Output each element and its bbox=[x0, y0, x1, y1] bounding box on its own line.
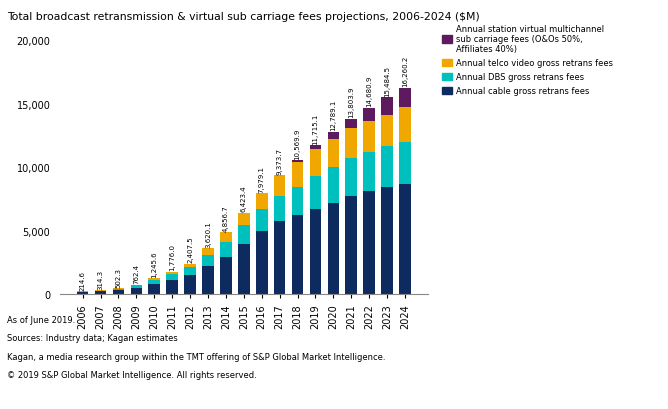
Bar bbox=[95, 291, 106, 292]
Bar bbox=[381, 188, 393, 294]
Text: 11,715.1: 11,715.1 bbox=[313, 113, 319, 145]
Bar bbox=[148, 279, 160, 280]
Bar bbox=[399, 142, 411, 184]
Text: As of June 2019.: As of June 2019. bbox=[7, 315, 75, 324]
Bar bbox=[310, 146, 321, 150]
Text: 6,423.4: 6,423.4 bbox=[241, 185, 246, 212]
Text: 2,407.5: 2,407.5 bbox=[187, 236, 193, 263]
Bar bbox=[113, 290, 124, 294]
Text: 12,789.1: 12,789.1 bbox=[331, 100, 337, 131]
Bar bbox=[310, 209, 321, 294]
Bar bbox=[148, 284, 160, 294]
Bar bbox=[220, 257, 232, 294]
Bar bbox=[256, 231, 268, 294]
Text: Total broadcast retransmission & virtual sub carriage fees projections, 2006-202: Total broadcast retransmission & virtual… bbox=[7, 12, 480, 22]
Bar bbox=[220, 243, 232, 257]
Bar bbox=[95, 292, 106, 294]
Bar bbox=[345, 129, 357, 158]
Text: 502.3: 502.3 bbox=[116, 267, 122, 287]
Text: 3,620.1: 3,620.1 bbox=[205, 220, 211, 247]
Bar bbox=[327, 140, 339, 168]
Bar bbox=[310, 150, 321, 176]
Bar bbox=[363, 108, 375, 122]
Bar bbox=[363, 191, 375, 294]
Text: 1,776.0: 1,776.0 bbox=[169, 244, 175, 271]
Text: Kagan, a media research group within the TMT offering of S&P Global Market Intel: Kagan, a media research group within the… bbox=[7, 352, 385, 361]
Bar bbox=[345, 196, 357, 294]
Bar bbox=[292, 216, 303, 294]
Text: 314.3: 314.3 bbox=[98, 269, 104, 289]
Bar bbox=[77, 292, 88, 294]
Bar bbox=[184, 264, 196, 267]
Text: 9,373.7: 9,373.7 bbox=[277, 147, 283, 174]
Bar bbox=[381, 147, 393, 188]
Text: 1,245.6: 1,245.6 bbox=[151, 251, 157, 277]
Bar bbox=[292, 187, 303, 216]
Bar bbox=[292, 163, 303, 187]
Bar bbox=[130, 288, 142, 294]
Bar bbox=[166, 274, 178, 281]
Bar bbox=[184, 267, 196, 275]
Bar bbox=[274, 222, 285, 294]
Bar bbox=[184, 275, 196, 294]
Bar bbox=[202, 249, 214, 255]
Bar bbox=[166, 272, 178, 274]
Bar bbox=[113, 288, 124, 289]
Bar bbox=[256, 209, 268, 231]
Bar bbox=[113, 289, 124, 290]
Bar bbox=[238, 213, 250, 226]
Text: 14,680.9: 14,680.9 bbox=[366, 76, 372, 107]
Bar bbox=[327, 168, 339, 203]
Bar bbox=[220, 233, 232, 243]
Bar bbox=[399, 88, 411, 108]
Bar bbox=[381, 98, 393, 115]
Text: 214.6: 214.6 bbox=[79, 270, 86, 290]
Bar bbox=[238, 226, 250, 245]
Bar bbox=[274, 175, 285, 196]
Bar bbox=[202, 266, 214, 294]
Text: 16,260.2: 16,260.2 bbox=[402, 56, 408, 87]
Bar bbox=[256, 193, 268, 209]
Text: Sources: Industry data; Kagan estimates: Sources: Industry data; Kagan estimates bbox=[7, 333, 178, 342]
Bar bbox=[238, 245, 250, 294]
Bar bbox=[345, 158, 357, 196]
Bar bbox=[345, 119, 357, 129]
Bar bbox=[363, 152, 375, 191]
Text: 10,569.9: 10,569.9 bbox=[295, 128, 301, 159]
Text: 7,979.1: 7,979.1 bbox=[259, 165, 265, 192]
Bar bbox=[381, 115, 393, 147]
Bar bbox=[166, 281, 178, 294]
Legend: Annual station virtual multichannel
sub carriage fees (O&Os 50%,
Affiliates 40%): Annual station virtual multichannel sub … bbox=[442, 25, 613, 96]
Bar bbox=[130, 286, 142, 288]
Text: 15,484.5: 15,484.5 bbox=[384, 66, 390, 97]
Bar bbox=[310, 176, 321, 209]
Text: 4,856.7: 4,856.7 bbox=[223, 205, 229, 231]
Text: 13,803.9: 13,803.9 bbox=[348, 87, 354, 118]
Bar bbox=[399, 184, 411, 294]
Bar bbox=[363, 122, 375, 152]
Bar bbox=[130, 285, 142, 286]
Bar bbox=[148, 280, 160, 284]
Bar bbox=[274, 196, 285, 222]
Bar bbox=[327, 203, 339, 294]
Text: © 2019 S&P Global Market Intelligence. All rights reserved.: © 2019 S&P Global Market Intelligence. A… bbox=[7, 370, 257, 379]
Bar bbox=[399, 108, 411, 142]
Bar bbox=[292, 160, 303, 163]
Bar bbox=[327, 133, 339, 140]
Bar bbox=[202, 255, 214, 266]
Text: 762.4: 762.4 bbox=[134, 263, 140, 283]
